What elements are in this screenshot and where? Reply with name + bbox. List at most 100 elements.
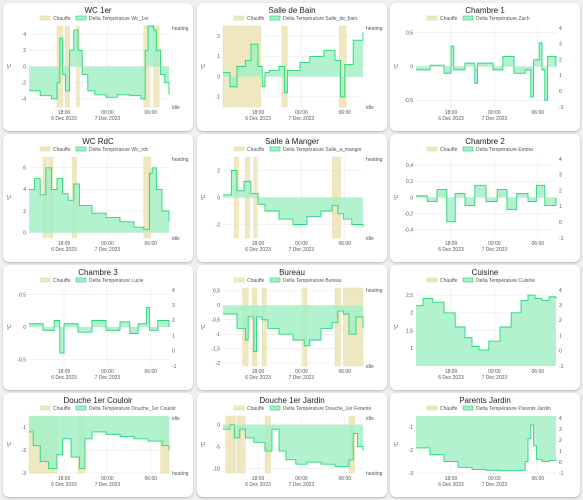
x-tick-sublabel: 6 Dec 2023 — [245, 375, 271, 381]
chart-card-7: Chambre 3 Chauffe Delta Température Lucie -… — [3, 265, 193, 390]
y-tick-label: -2 — [216, 222, 221, 228]
legend-label-delta[interactable]: Delta Température Zach — [476, 16, 530, 22]
delta-line — [223, 170, 364, 228]
x-tick-sublabel: 7 Dec 2023 — [95, 482, 121, 488]
x-tick-sublabel: 7 Dec 2023 — [95, 247, 121, 253]
legend-label-heat[interactable]: Chauffe — [440, 16, 458, 22]
legend-label-heat[interactable]: Chauffe — [247, 278, 265, 284]
y-tick-label: 0,2 — [406, 179, 413, 185]
legend-label-delta[interactable]: Delta Température Wc_1er — [89, 16, 149, 22]
y-tick-label: -4 — [22, 97, 27, 103]
y-tick-label: 2 — [217, 168, 220, 174]
y2-tick-label: idle — [366, 416, 374, 422]
legend-label-heat[interactable]: Chauffe — [440, 406, 458, 412]
legend-swatch-heat[interactable] — [426, 15, 438, 21]
legend-swatch-heat[interactable] — [233, 146, 245, 152]
x-tick-label: 18:00 — [445, 476, 458, 482]
legend-swatch-delta[interactable] — [269, 277, 281, 283]
x-tick-label: 06:00 — [145, 110, 158, 116]
legend-label-heat[interactable]: Chauffe — [53, 147, 71, 153]
chart-title: Bureau — [279, 268, 305, 277]
heating-period — [334, 287, 341, 367]
y2-tick-label: 1 — [559, 333, 562, 339]
legend-label-delta[interactable]: Delta Température Salle_de_bain — [283, 16, 357, 22]
legend-swatch-heat[interactable] — [426, 405, 438, 411]
delta-line — [416, 424, 557, 472]
legend-swatch-delta[interactable] — [462, 15, 474, 21]
legend-label-heat[interactable]: Chauffe — [247, 16, 265, 22]
delta-area — [223, 424, 363, 467]
x-tick-label: 06:00 — [532, 476, 545, 482]
legend-swatch-delta[interactable] — [269, 146, 281, 152]
legend-label-delta[interactable]: Delta Température Parents Jardin — [476, 406, 551, 412]
legend-swatch-delta[interactable] — [75, 146, 87, 152]
delta-line — [29, 307, 170, 354]
y-tick-label: 2 — [217, 34, 220, 40]
y-tick-label: 0 — [23, 64, 26, 70]
y-tick-label: 0 — [410, 64, 413, 70]
legend-swatch-heat[interactable] — [426, 146, 438, 152]
legend-swatch-delta[interactable] — [75, 277, 87, 283]
x-tick-label: 18:00 — [252, 476, 265, 482]
y-tick-label: 0,5 — [406, 31, 413, 37]
legend-label-delta[interactable]: Delta Température Lucie — [89, 278, 144, 284]
legend-swatch-heat[interactable] — [39, 277, 51, 283]
y2-tick-label: 1 — [559, 449, 562, 455]
delta-line — [223, 32, 364, 98]
legend-label-delta[interactable]: Delta Température Douche_1er Fenetre — [283, 406, 372, 412]
delta-line — [29, 167, 170, 230]
legend-label-delta[interactable]: Delta Température Emma — [476, 147, 533, 153]
legend-swatch-delta[interactable] — [75, 15, 87, 21]
x-tick-sublabel: 6 Dec 2023 — [245, 482, 271, 488]
legend-swatch-heat[interactable] — [233, 15, 245, 21]
y-axis-title: °C — [7, 324, 13, 330]
x-tick-label: 18:00 — [252, 241, 265, 247]
legend-swatch-delta[interactable] — [462, 146, 474, 152]
legend-label-heat[interactable]: Chauffe — [53, 278, 71, 284]
legend-label-delta[interactable]: Delta Température Bureau — [283, 278, 342, 284]
legend-label-heat[interactable]: Chauffe — [247, 147, 265, 153]
x-tick-sublabel: 7 Dec 2023 — [289, 116, 315, 122]
y2-tick-label: -1 — [559, 364, 564, 370]
x-tick-sublabel: 7 Dec 2023 — [482, 116, 508, 122]
legend-label-heat[interactable]: Chauffe — [440, 147, 458, 153]
legend-swatch-delta[interactable] — [75, 405, 87, 411]
legend-swatch-delta[interactable] — [269, 15, 281, 21]
legend-label-delta[interactable]: Delta Température Cuisine — [476, 278, 535, 284]
legend-label-heat[interactable]: Chauffe — [53, 16, 71, 22]
x-tick-sublabel: 6 Dec 2023 — [51, 482, 77, 488]
y2-tick-label: -1 — [559, 471, 564, 477]
legend-label-delta[interactable]: Delta Température Salle_a_manger — [283, 147, 362, 153]
delta-line — [223, 310, 364, 353]
legend-label-delta[interactable]: Delta Température Wc_rdc — [89, 147, 149, 153]
y2-tick-label: 4 — [559, 26, 562, 32]
delta-area — [416, 42, 556, 101]
legend-swatch-heat[interactable] — [39, 146, 51, 152]
y-tick-label: -2 — [22, 81, 27, 87]
x-tick-sublabel: 6 Dec 2023 — [438, 375, 464, 381]
legend-swatch-delta[interactable] — [462, 277, 474, 283]
x-tick-label: 00:00 — [488, 476, 501, 482]
legend-label-heat[interactable]: Chauffe — [53, 406, 71, 412]
legend-swatch-delta[interactable] — [462, 405, 474, 411]
y-tick-label: -3 — [409, 471, 414, 477]
y-tick-label: -1 — [216, 95, 221, 101]
y2-tick-label: -1 — [172, 364, 177, 370]
legend-swatch-heat[interactable] — [39, 15, 51, 21]
y-axis-title: °C — [394, 194, 400, 200]
legend-swatch-heat[interactable] — [233, 277, 245, 283]
legend-label-heat[interactable]: Chauffe — [247, 406, 265, 412]
x-tick-label: 06:00 — [339, 476, 352, 482]
y2-tick-label: idle — [172, 105, 180, 111]
x-tick-label: 06:00 — [145, 241, 158, 247]
y-tick-label: 0 — [217, 303, 220, 309]
legend-label-heat[interactable]: Chauffe — [440, 278, 458, 284]
legend-swatch-heat[interactable] — [39, 405, 51, 411]
legend-swatch-heat[interactable] — [233, 405, 245, 411]
y-tick-label: -0,2 — [404, 212, 413, 218]
legend-swatch-delta[interactable] — [269, 405, 281, 411]
legend-label-delta[interactable]: Delta Température Douche_1er Couloir — [89, 406, 176, 412]
x-tick-label: 00:00 — [295, 369, 308, 375]
x-tick-label: 06:00 — [145, 476, 158, 482]
legend-swatch-heat[interactable] — [426, 277, 438, 283]
